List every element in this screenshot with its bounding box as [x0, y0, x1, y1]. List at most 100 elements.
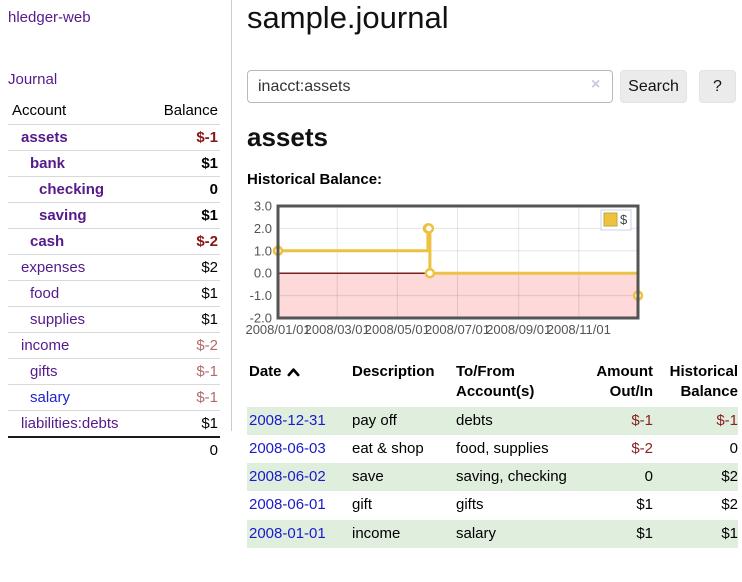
transaction-accounts: salary [456, 524, 497, 542]
transaction-amount: $1 [636, 496, 653, 514]
transaction-date-cell: 2008-01-01 [247, 520, 344, 548]
transaction-balance: $-1 [716, 411, 738, 429]
clear-search-icon[interactable]: × [591, 76, 601, 93]
accounts-total-value: 0 [146, 436, 220, 463]
y-tick-label: -2.0 [250, 311, 272, 326]
transaction-description: income [352, 524, 401, 542]
account-row: liabilities:debts $1 [8, 410, 220, 437]
transaction-date-link[interactable]: 2008-12-31 [249, 411, 326, 429]
transaction-amount: $-2 [631, 439, 653, 457]
balance-column-header: Balance [163, 102, 218, 119]
transaction-amount: $-1 [631, 411, 653, 429]
transaction-date-link[interactable]: 2008-06-02 [249, 468, 326, 485]
app-title-link[interactable]: hledger-web [8, 9, 91, 26]
transaction-date-link[interactable]: 2008-06-03 [249, 439, 326, 457]
account-name-cell: gifts [8, 358, 146, 385]
search-button[interactable]: Search [620, 70, 687, 103]
account-row: checking 0 [8, 176, 220, 203]
account-row: cash $-2 [8, 228, 220, 255]
account-row: assets $-1 [8, 124, 220, 151]
sidebar-account-link[interactable]: income [21, 337, 70, 354]
x-tick-label: 2008/05/01 [365, 322, 430, 337]
transaction-accounts: gifts [456, 496, 484, 514]
y-tick-label: 1.0 [254, 243, 272, 258]
account-balance: $-1 [146, 124, 220, 151]
transaction-balance: $2 [721, 496, 738, 514]
accounts-total-row: 0 [8, 436, 220, 463]
account-name-cell: salary [8, 384, 146, 411]
y-tick-label: 3.0 [254, 199, 272, 214]
account-name-cell: food [8, 280, 146, 307]
help-button[interactable]: ? [699, 70, 736, 103]
chart-title: Historical Balance: [247, 171, 383, 188]
sidebar-account-link[interactable]: gifts [30, 363, 58, 380]
transaction-row: 2008-06-01 gift gifts $1 $2 [247, 491, 738, 519]
transaction-amount: $1 [636, 524, 653, 542]
transaction-date-link[interactable]: 2008-06-01 [249, 496, 326, 514]
sidebar-account-link[interactable]: bank [30, 155, 66, 172]
transaction-accounts: saving, checking [456, 468, 567, 485]
sidebar-item-journal[interactable]: Journal [8, 71, 58, 88]
date-column-header[interactable]: Date [247, 358, 344, 407]
sidebar-account-link[interactable]: assets [21, 129, 68, 146]
transaction-description: save [352, 468, 384, 485]
transaction-description: pay off [352, 411, 397, 429]
search-bar: × Search ? [247, 70, 742, 103]
account-name-cell: assets [8, 124, 146, 151]
account-heading: assets [247, 122, 328, 152]
sidebar-account-link[interactable]: cash [30, 233, 65, 250]
sort-asc-icon [287, 363, 300, 383]
transaction-description: gift [352, 496, 373, 514]
historical-balance-chart: 3.0 2.0 1.0 0.0 -1.0 -2.0 2008/01/01 2008/03/01… [245, 199, 647, 342]
transaction-row: 2008-01-01 income salary $1 $1 [247, 519, 738, 548]
account-column-header: Account [12, 102, 67, 119]
transaction-date-link[interactable]: 2008-01-01 [249, 524, 326, 542]
sidebar-account-link[interactable]: expenses [21, 259, 86, 276]
sidebar-account-link[interactable]: food [30, 285, 60, 302]
y-tick-label: 2.0 [254, 221, 272, 236]
account-balance: $-2 [146, 228, 220, 255]
account-name-cell: supplies [8, 306, 146, 333]
account-row: income $-2 [8, 332, 220, 359]
sidebar-account-link[interactable]: liabilities:debts [21, 415, 119, 432]
accounts-column-header: To/From Account(s) [456, 363, 535, 401]
account-balance: $-1 [146, 358, 220, 385]
x-tick-label: 2008/07/01 [425, 322, 490, 337]
data-point-marker [423, 223, 435, 234]
register-header-row: Date Description To/From Account(s) Amou… [247, 358, 738, 407]
transaction-date-cell: 2008-12-31 [247, 407, 344, 435]
account-name-cell: saving [8, 202, 146, 229]
accounts-table-header: Account Balance [8, 98, 220, 125]
account-row: gifts $-1 [8, 358, 220, 385]
sidebar-account-link[interactable]: checking [39, 181, 105, 198]
transaction-row: 2008-06-03 eat & shop food, supplies $-2 0 [247, 435, 738, 463]
transaction-accounts: debts [456, 411, 493, 429]
search-input[interactable] [247, 70, 613, 103]
sidebar-account-link[interactable]: supplies [30, 311, 86, 328]
account-balance: $1 [146, 280, 220, 307]
x-tick-label: 2008/01/01 [245, 322, 310, 337]
sidebar: hledger-web Journal Account Balance asse… [0, 0, 232, 463]
page-title: sample.journal [247, 0, 449, 35]
account-row: bank $1 [8, 150, 220, 177]
transaction-date-cell: 2008-06-03 [247, 435, 344, 463]
legend-label: $ [620, 212, 628, 227]
x-tick-label: 2008/03/01 [305, 322, 370, 337]
y-tick-label: -1.0 [250, 288, 272, 303]
account-name-cell: bank [8, 150, 146, 177]
transaction-balance: $1 [721, 524, 738, 542]
sidebar-account-link[interactable]: saving [39, 207, 87, 224]
sidebar-account-link[interactable]: salary [30, 389, 71, 406]
account-row: supplies $1 [8, 306, 220, 333]
x-tick-label: 2008/11/01 [547, 322, 611, 337]
negative-region [278, 273, 638, 318]
x-tick-label: 2008/09/01 [486, 322, 551, 337]
account-balance: $1 [146, 306, 220, 333]
transaction-amount: 0 [644, 468, 653, 485]
account-name-cell: liabilities:debts [8, 410, 146, 437]
amount-column-header: Amount Out/In [596, 363, 653, 401]
description-column-header: Description [352, 363, 435, 380]
transaction-row: 2008-06-02 save saving, checking 0 $2 [247, 463, 738, 492]
total-spacer [8, 436, 146, 463]
account-name-cell: expenses [8, 254, 146, 281]
